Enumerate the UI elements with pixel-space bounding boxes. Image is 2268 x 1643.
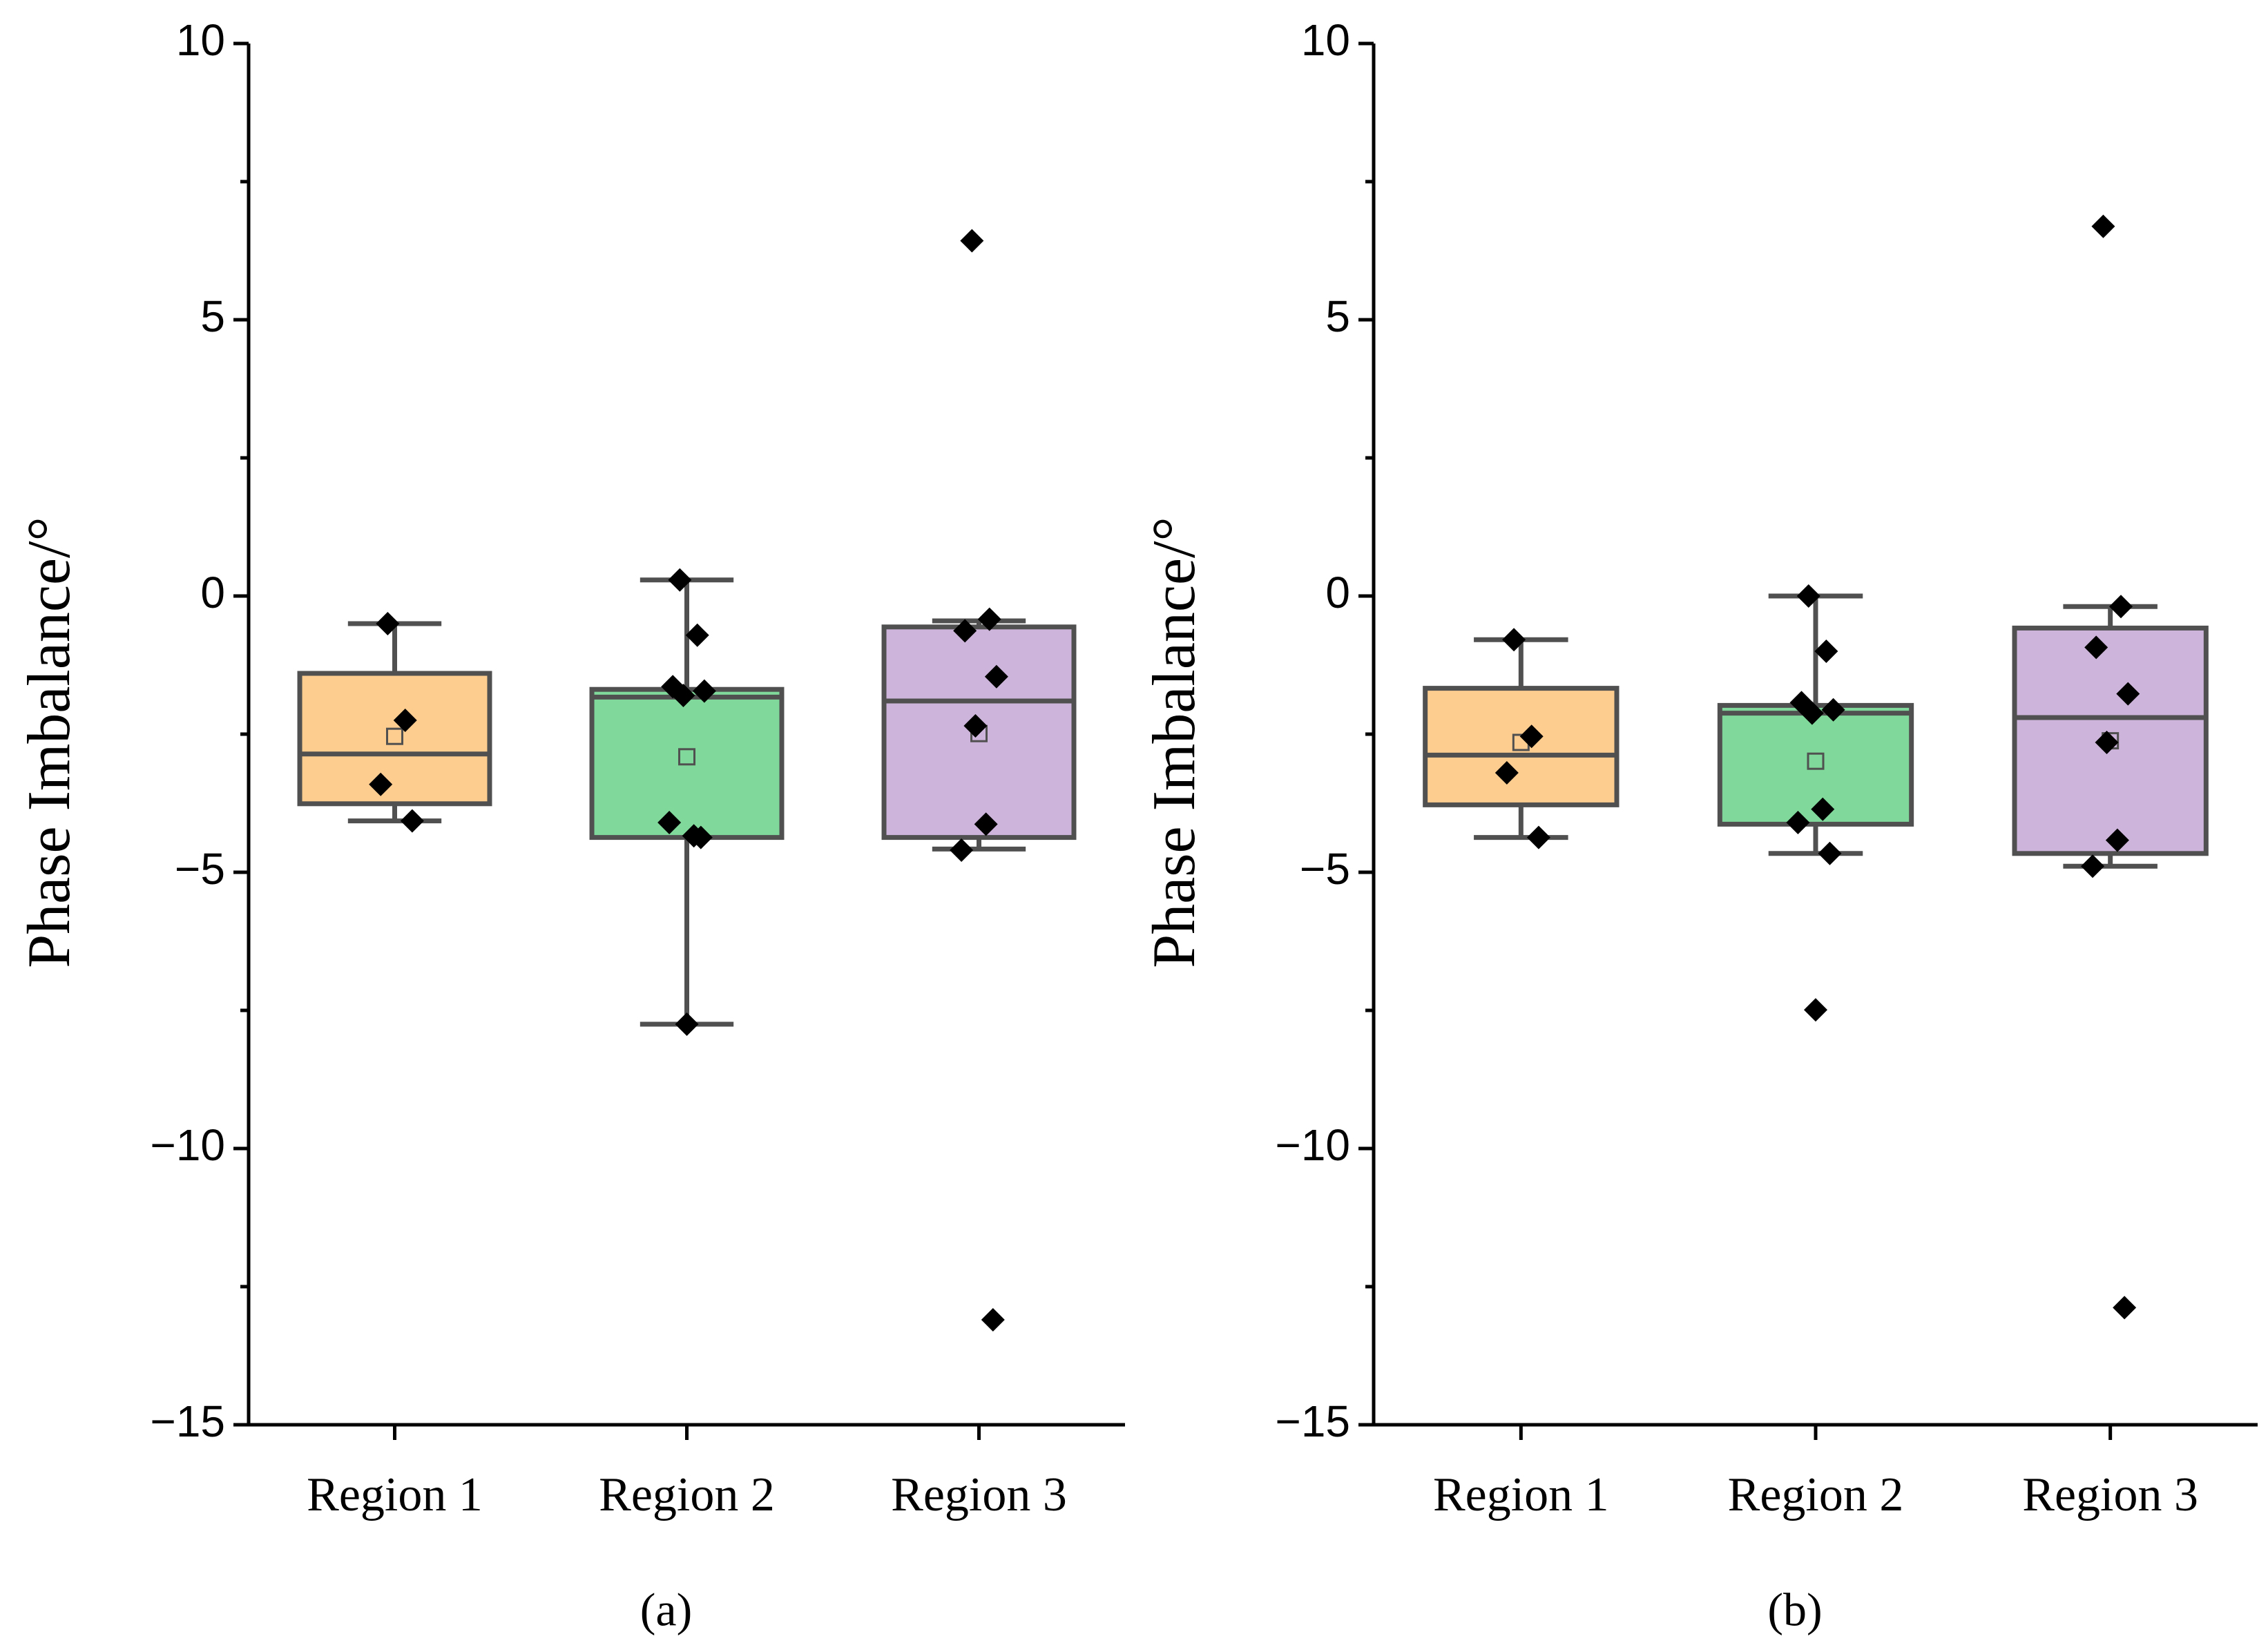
x-tick-label: Region 2 [599,1468,775,1521]
data-point [981,1308,1005,1332]
data-point [369,772,393,796]
mean [678,748,695,766]
data-point [668,568,692,592]
data-point [974,812,998,836]
data-point [675,1012,699,1036]
data-point [376,612,400,635]
data-point [689,825,713,849]
y-axis-title: Phase Imbalance/° [1141,517,1208,968]
panel-label: (b) [1767,1584,1822,1636]
data-point [2116,682,2140,706]
panel-label: (a) [640,1584,692,1636]
data-point [685,623,709,647]
data-point [400,809,424,833]
y-tick-label: 0 [1325,568,1350,617]
y-tick-label: −15 [150,1396,225,1446]
data-point [393,709,417,732]
data-point [1519,724,1544,749]
data-point [1800,701,1824,725]
data-point [1818,841,1842,865]
data-point [2113,1296,2137,1320]
data-point [953,619,977,643]
data-point [950,838,974,862]
y-tick-label: −5 [1300,844,1350,894]
data-point [2109,595,2133,619]
data-point [1526,825,1550,849]
data-point [692,679,716,703]
y-tick-label: 5 [1325,291,1350,341]
box [297,671,492,807]
data-point [984,664,1008,689]
x-tick-label: Region 3 [2022,1468,2198,1521]
y-axis-title: Phase Imbalance/° [16,517,83,968]
data-point [2091,214,2115,238]
data-point [1821,698,1845,722]
y-tick-label: 10 [1301,15,1350,65]
box [589,686,785,840]
data-point [657,811,682,834]
mean [386,727,403,745]
data-point [2095,731,2119,754]
data-point [960,229,984,253]
y-tick-label: 5 [200,291,225,341]
mean [1807,752,1825,770]
data-point [1796,584,1820,608]
data-point [977,607,1001,631]
data-point [1786,811,1810,834]
data-point [1811,797,1835,821]
x-tick-label: Region 1 [307,1468,483,1521]
y-tick-label: −5 [175,844,225,894]
x-tick-label: Region 1 [1433,1468,1609,1521]
data-point [2084,635,2108,660]
data-point [1495,761,1519,785]
x-tick-label: Region 2 [1728,1468,1904,1521]
y-tick-label: −10 [1275,1120,1350,1170]
y-tick-label: −10 [150,1120,225,1170]
box [1423,686,1620,807]
data-point [1814,640,1838,663]
y-tick-label: −15 [1275,1396,1350,1446]
data-point [963,714,988,738]
data-point [2105,828,2129,852]
data-point [1502,628,1526,652]
x-tick-label: Region 3 [891,1468,1067,1521]
data-point [2081,854,2105,878]
data-point [1804,998,1827,1022]
y-tick-label: 10 [176,15,225,65]
data-point [671,684,695,707]
y-tick-label: 0 [200,568,225,617]
